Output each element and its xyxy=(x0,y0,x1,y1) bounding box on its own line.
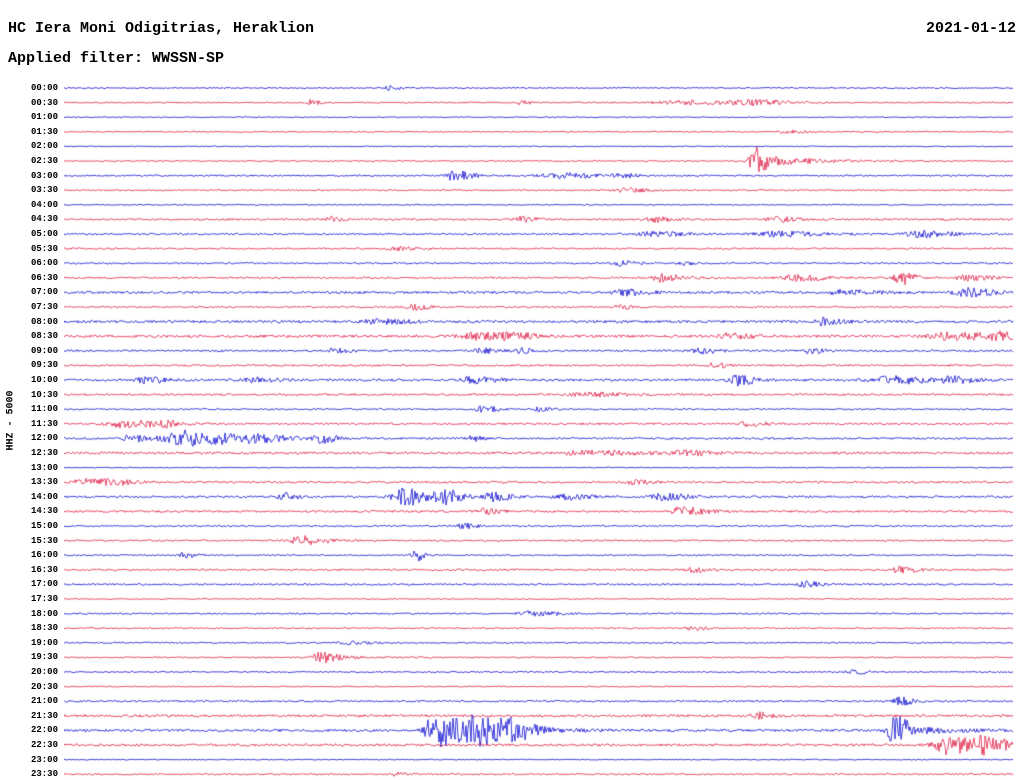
time-label: 07:00 xyxy=(30,287,58,298)
time-label: 23:00 xyxy=(30,754,58,765)
time-label: 11:30 xyxy=(30,418,58,429)
time-label: 04:00 xyxy=(30,199,58,210)
time-label: 05:00 xyxy=(30,229,58,239)
time-label: 16:30 xyxy=(30,564,58,575)
time-label: 18:00 xyxy=(30,608,58,619)
time-label: 08:30 xyxy=(30,331,58,342)
time-label: 20:00 xyxy=(30,667,58,677)
time-label: 03:00 xyxy=(30,170,58,181)
time-label: 15:30 xyxy=(30,535,58,546)
time-label: 13:30 xyxy=(30,477,58,488)
time-label: 20:30 xyxy=(30,681,58,692)
time-label: 11:00 xyxy=(30,404,58,415)
time-label: 14:30 xyxy=(30,506,58,517)
time-label: 15:00 xyxy=(30,521,58,531)
time-label: 12:00 xyxy=(30,433,58,444)
time-label: 21:00 xyxy=(30,696,58,707)
time-label: 21:30 xyxy=(30,710,58,721)
time-label: 17:30 xyxy=(30,594,58,604)
time-label: 02:00 xyxy=(30,141,58,152)
time-label: 04:30 xyxy=(30,214,58,225)
time-label: 13:00 xyxy=(30,462,58,473)
time-label: 09:30 xyxy=(30,360,58,371)
time-label: 19:00 xyxy=(30,637,58,648)
time-label: 00:30 xyxy=(30,97,58,108)
time-label: 22:00 xyxy=(30,725,58,736)
time-label: 22:30 xyxy=(30,740,58,750)
helicorder-canvas xyxy=(64,80,1016,780)
time-label: 16:00 xyxy=(30,550,58,561)
filter-label: Applied filter: WWSSN-SP xyxy=(8,50,225,67)
time-axis: 00:00 00:30 01:00 01:30 02:00 02:30 03:00 03:30… xyxy=(0,0,61,780)
time-label: 10:00 xyxy=(30,375,58,385)
time-label: 19:30 xyxy=(30,652,58,663)
time-label: 17:00 xyxy=(30,579,58,590)
time-label: 06:00 xyxy=(30,258,58,269)
time-label: 06:30 xyxy=(30,272,58,283)
time-label: 08:00 xyxy=(30,316,58,327)
time-label: 12:30 xyxy=(30,448,58,458)
station-title: HC Iera Moni Odigitrias, Heraklion xyxy=(8,20,315,37)
time-label: 07:30 xyxy=(30,302,58,312)
date-label: 2021-01-12 xyxy=(925,20,1016,37)
time-label: 10:30 xyxy=(30,389,58,400)
time-label: 09:00 xyxy=(30,345,58,356)
time-label: 01:30 xyxy=(30,126,58,137)
time-label: 05:30 xyxy=(30,243,58,254)
time-label: 02:30 xyxy=(30,156,58,166)
time-label: 18:30 xyxy=(30,623,58,634)
time-label: 01:00 xyxy=(30,112,58,123)
time-label: 14:00 xyxy=(30,491,58,502)
time-label: 00:00 xyxy=(30,83,58,93)
time-label: 03:30 xyxy=(30,185,58,196)
time-label: 23:30 xyxy=(30,769,58,780)
